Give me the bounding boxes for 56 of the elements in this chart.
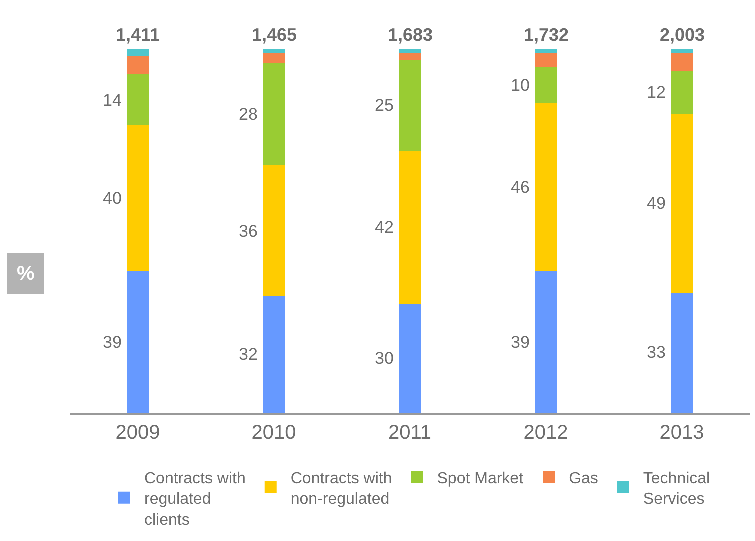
bar: [535, 271, 557, 413]
legend-label: Contracts with non-regulated: [290, 470, 392, 508]
data-label: 14: [103, 91, 122, 110]
legend-label: Spot Market: [437, 470, 524, 488]
bar: [399, 304, 421, 413]
bar: [535, 67, 557, 104]
data-label: 39: [103, 333, 122, 352]
legend-label: Gas: [569, 470, 598, 488]
data-label: 42: [375, 218, 394, 237]
bar: [671, 52, 693, 71]
y-axis-title: %: [17, 263, 35, 285]
bar: [127, 74, 149, 126]
bar: [535, 49, 557, 53]
data-label: 32: [239, 345, 258, 364]
data-label: 49: [647, 194, 666, 213]
bar: [399, 151, 421, 304]
bar: [127, 271, 149, 413]
data-label: 10: [511, 76, 530, 95]
data-label: 36: [239, 222, 258, 241]
bar: [263, 64, 285, 166]
x-tick-label: 2013: [660, 422, 704, 444]
bar: [127, 56, 149, 75]
bar: [263, 166, 285, 297]
data-label: 28: [239, 105, 258, 124]
annotation: 1,411: [116, 25, 160, 45]
bar: [127, 49, 149, 56]
data-label: 30: [375, 349, 394, 368]
annotation: 1,732: [524, 25, 570, 45]
bar: [535, 104, 557, 272]
annotation: 1,683: [388, 25, 434, 45]
bar: [399, 60, 421, 151]
data-label: 46: [511, 178, 530, 197]
data-label: 40: [103, 189, 122, 208]
x-tick-label: 2010: [252, 422, 296, 444]
bar: [399, 52, 421, 60]
bar: [127, 126, 149, 272]
data-label: 33: [647, 343, 666, 362]
bar: [263, 49, 285, 53]
data-label: 12: [647, 83, 666, 102]
x-tick-label: 2011: [388, 422, 432, 444]
legend-label: Technical Services: [643, 470, 710, 508]
bar: [671, 292, 693, 413]
legend-label: Contracts with regulated clients: [144, 470, 246, 529]
data-label: 25: [375, 96, 394, 115]
x-tick-label: 2012: [524, 422, 568, 444]
data-label: 39: [511, 333, 530, 352]
bar: [671, 70, 693, 115]
x-tick-label: 2009: [116, 422, 160, 444]
bar: [263, 296, 285, 413]
bar: [671, 49, 693, 53]
annotation: 1,465: [252, 25, 298, 45]
annotation: 2,003: [660, 25, 706, 45]
bar: [535, 52, 557, 68]
bar: [263, 52, 285, 64]
bar: [671, 114, 693, 293]
bar: [399, 49, 421, 53]
